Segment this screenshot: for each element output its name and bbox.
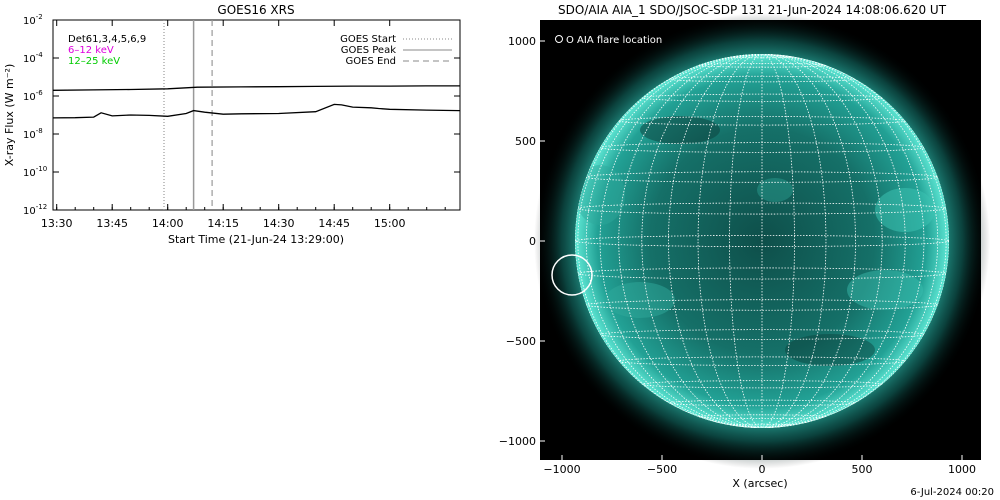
goes-y-tick-label: 10-4 [23,51,43,65]
goes-y-label: X-ray Flux (W m⁻²) [3,64,16,166]
goes-x-tick-label: 13:30 [41,217,73,230]
goes-y-tick-label: 10-2 [23,13,43,27]
aia-x-tick-label: 1000 [948,463,976,476]
goes-x-tick-label: 14:45 [318,217,350,230]
longitude-line [729,54,763,428]
aia-x-tick-label: 500 [852,463,873,476]
goes-legend-left-item: 6–12 keV [68,45,114,56]
goes-series-short-line [52,103,461,119]
aia-y-tick-label: −1000 [499,435,536,448]
goes-y-tick-label: 10-10 [23,165,47,179]
goes-event-markers [163,20,213,210]
aia-y-tick-label: 1000 [508,35,536,48]
goes-x-tick-label: 14:00 [152,217,184,230]
longitude-line [577,54,763,428]
aia-x-tick-label: 0 [759,463,766,476]
goes-series-long-line [52,85,460,91]
goes-x-tick-label: 14:30 [263,217,295,230]
longitude-line [761,54,795,428]
aia-x-label: X (arcsec) [732,477,787,490]
longitude-line [599,54,763,428]
longitude-line [641,54,763,428]
flare-legend-icon [555,35,563,43]
goes-series [52,85,461,119]
flare-legend-text: O AIA flare location [566,35,662,46]
goes-y-axis: 10-2 10-4 10-6 10-8 10-10 10-12 [23,13,460,217]
latitude-line [618,116,906,126]
goes-x-tick-label: 15:00 [374,217,406,230]
goes-x-axis: 13:30 13:45 14:00 14:15 14:30 14:45 15:00 [41,20,446,230]
longitude-line [668,54,763,428]
goes-title: GOES16 XRS [217,3,294,17]
goes-legend-right-item: GOES End [346,56,396,67]
aia-axes: −1000 −500 0 500 1000 1000 500 0 −500 −1000 [499,35,976,476]
aia-y-tick-label: 500 [515,135,536,148]
goes-legend-right-item: GOES Start [340,34,396,45]
aia-y-tick-label: −500 [506,335,536,348]
goes-legend-left-item: Det61,3,4,5,6,9 [68,34,146,45]
goes-y-tick-label: 10-12 [23,203,47,217]
aia-x-tick-label: −1000 [543,463,580,476]
flare-location-marker [551,254,593,296]
goes-y-tick-label: 10-6 [23,89,43,103]
goes-legend-right-item: GOES Peak [341,45,396,56]
aia-x-tick-label: −500 [647,463,677,476]
longitude-line [585,54,763,428]
goes-plot-frame [52,19,461,211]
longitude-line [761,54,939,428]
goes-legend-left-item: 12–25 keV [68,56,120,67]
goes-x-tick-label: 14:15 [207,217,239,230]
goes-y-tick-label: 10-8 [23,127,43,141]
latitude-line [729,55,795,59]
goes-x-tick-label: 13:45 [96,217,128,230]
longitude-line [761,54,856,428]
longitude-line [761,54,947,428]
longitude-line [761,54,883,428]
longitude-line [761,54,925,428]
goes-x-label: Start Time (21-Jun-24 13:29:00) [168,233,344,246]
generation-timestamp: 6-Jul-2024 00:20 [910,487,994,498]
aia-y-tick-label: 0 [529,235,536,248]
aia-title: SDO/AIA AIA_1 SDO/JSOC-SDP 131 21-Jun-20… [558,3,947,17]
